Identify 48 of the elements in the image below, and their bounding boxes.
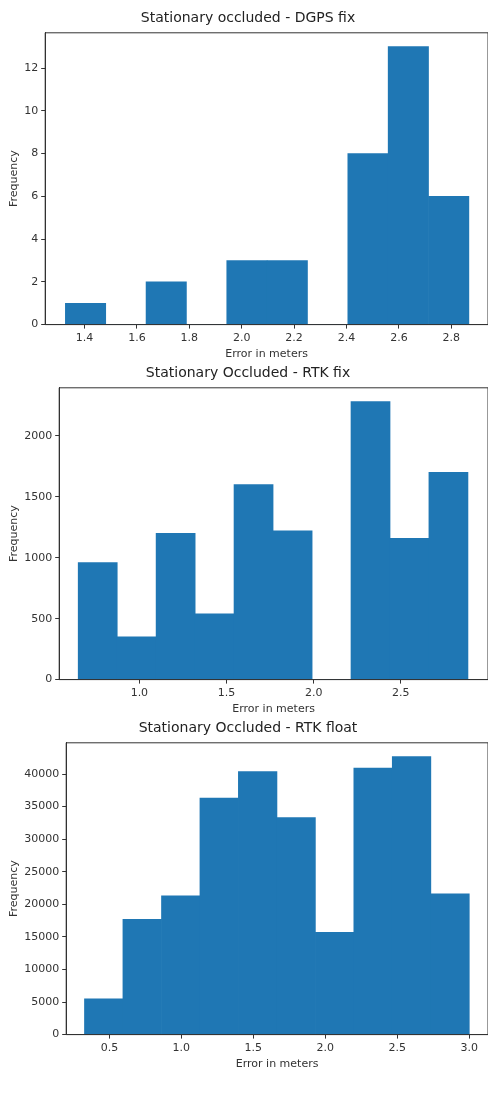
y-tick-label: 30000 [24,832,60,846]
y-tick-label: 35000 [24,799,60,813]
chart-title: Stationary Occluded - RTK float [138,719,358,736]
y-tick-label: 1500 [24,489,53,503]
x-tick-label: 1.8 [180,331,199,345]
x-tick-label: 0.5 [100,1041,119,1055]
y-axis-title: Frequency [7,504,21,563]
chart-title: Stationary Occluded - RTK fix [145,364,351,381]
x-tick-label: 3.0 [460,1041,479,1055]
y-tick-label: 15000 [24,929,60,943]
y-tick-label: 5000 [31,994,60,1008]
y-tick-label: 2 [31,274,39,288]
y-tick-label: 2000 [24,428,53,442]
y-tick-label: 10000 [24,962,60,976]
x-tick-label: 2.8 [442,331,461,345]
x-tick-label: 2.0 [304,686,323,700]
x-axis-title: Error in meters [235,1057,319,1071]
y-tick-label: 4 [31,231,39,245]
y-tick-label: 500 [31,611,53,625]
x-tick-label: 2.2 [285,331,303,345]
x-tick-label: 2.5 [392,686,410,700]
y-tick-label: 12 [24,60,39,74]
y-tick-label: 6 [31,189,39,203]
y-axis-title: Frequency [7,859,21,918]
y-tick-label: 0 [31,317,39,331]
x-tick-label: 1.4 [75,331,94,345]
x-tick-label: 1.6 [128,331,146,345]
x-tick-label: 2.6 [390,331,408,345]
y-tick-label: 0 [45,672,53,686]
x-tick-label: 1.0 [172,1041,191,1055]
y-tick-label: 8 [31,146,39,160]
x-tick-label: 2.0 [232,331,251,345]
y-tick-label: 25000 [24,864,60,878]
x-tick-label: 1.0 [130,686,149,700]
x-tick-label: 1.5 [244,1041,263,1055]
y-tick-label: 0 [52,1027,60,1041]
y-tick-label: 20000 [24,897,60,911]
x-tick-label: 2.5 [388,1041,407,1055]
y-tick-label: 10 [24,103,39,117]
x-tick-label: 2.4 [337,331,356,345]
y-tick-label: 1000 [24,550,53,564]
x-axis-title: Error in meters [232,702,316,716]
chart-title: Stationary occluded - DGPS fix [140,9,356,26]
y-tick-label: 40000 [24,766,60,780]
x-tick-label: 2.0 [316,1041,335,1055]
x-axis-title: Error in meters [225,347,309,361]
y-axis-title: Frequency [7,149,21,208]
x-tick-label: 1.5 [217,686,236,700]
